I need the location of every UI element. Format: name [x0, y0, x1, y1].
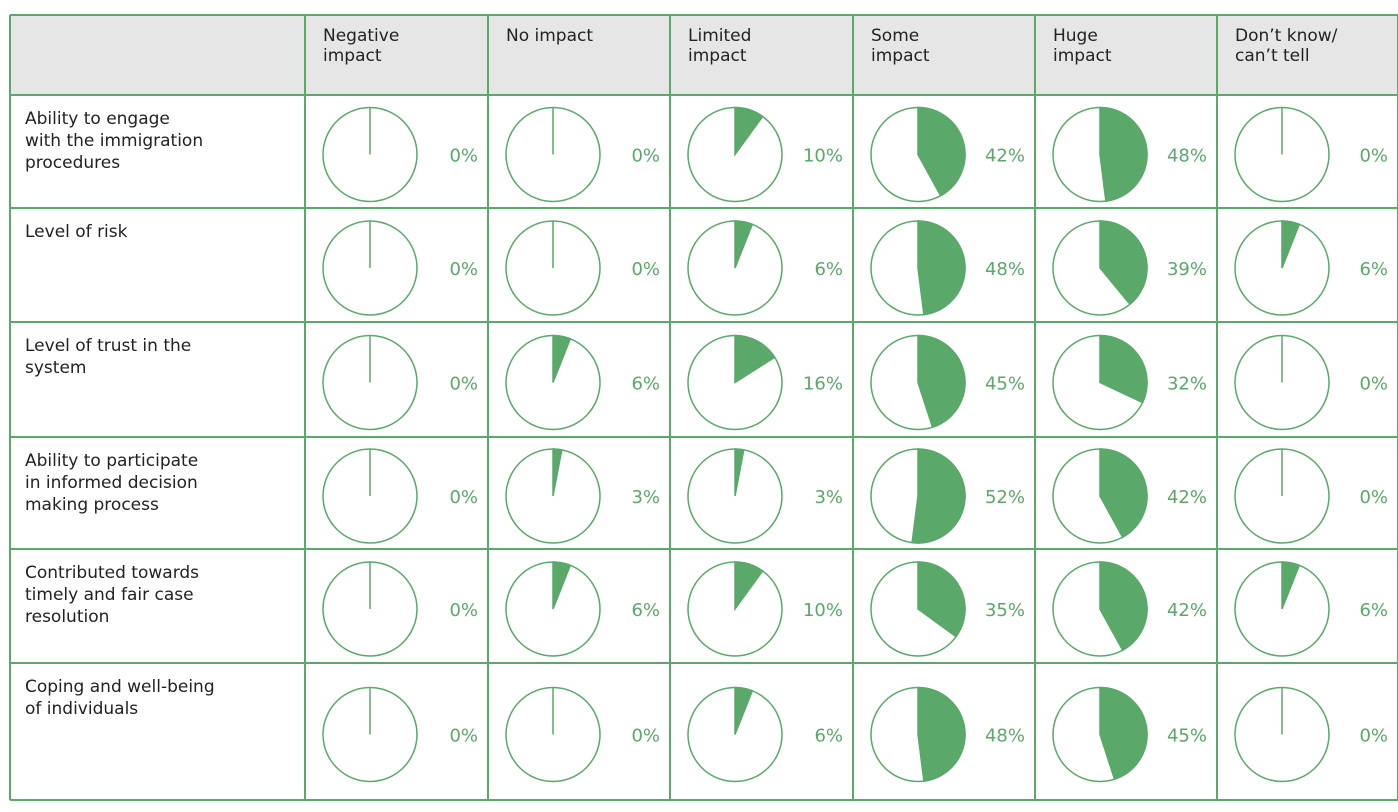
percent-label: 0% — [1359, 487, 1388, 508]
percent-label: 0% — [631, 726, 660, 747]
percent-label: 45% — [1167, 726, 1207, 747]
row-label: Ability to participate — [25, 451, 198, 471]
column-header: Huge — [1053, 26, 1098, 46]
percent-label: 39% — [1167, 259, 1207, 280]
percent-label: 0% — [449, 487, 478, 508]
pie-wedge — [734, 106, 764, 157]
percent-label: 42% — [985, 146, 1025, 167]
percent-label: 42% — [1167, 487, 1207, 508]
row-label: making process — [25, 495, 159, 515]
pie-wedge — [552, 334, 572, 383]
row-label: timely and fair case — [25, 585, 194, 605]
pie-wedge — [1281, 220, 1301, 269]
percent-label: 0% — [449, 374, 478, 395]
row-label: Level of trust in the — [25, 336, 191, 356]
pie-wedge — [734, 686, 754, 735]
percent-label: 0% — [631, 146, 660, 167]
pie-wedge — [734, 561, 764, 612]
pie-wedge — [1099, 561, 1148, 652]
percent-label: 6% — [814, 259, 843, 280]
percent-label: 6% — [631, 374, 660, 395]
column-header: impact — [323, 46, 382, 66]
column-header: Don’t know/ — [1235, 26, 1338, 46]
row-label: Contributed towards — [25, 563, 199, 583]
percent-label: 10% — [803, 600, 843, 621]
percent-label: 6% — [631, 600, 660, 621]
percent-label: 3% — [814, 487, 843, 508]
percent-label: 3% — [631, 487, 660, 508]
percent-label: 6% — [1359, 259, 1388, 280]
column-header: Some — [871, 26, 919, 46]
row-label: system — [25, 358, 86, 378]
pie-wedge — [917, 334, 966, 429]
percent-label: 0% — [449, 259, 478, 280]
pie-wedge — [552, 448, 563, 497]
percent-label: 10% — [803, 146, 843, 167]
percent-label: 0% — [1359, 374, 1388, 395]
row-label: of individuals — [25, 699, 138, 719]
percent-label: 0% — [1359, 146, 1388, 167]
row-label: Coping and well-being — [25, 677, 215, 697]
pie-wedge — [917, 220, 966, 316]
percent-label: 0% — [449, 600, 478, 621]
percent-label: 0% — [449, 726, 478, 747]
percent-label: 0% — [449, 146, 478, 167]
pie-wedge — [734, 220, 754, 269]
column-header: impact — [688, 46, 747, 66]
pie-wedge — [1099, 686, 1148, 781]
row-label: procedures — [25, 153, 120, 173]
column-header: No impact — [506, 26, 593, 46]
pie-wedge — [734, 334, 776, 384]
pie-wedge — [734, 448, 745, 497]
row-label: Level of risk — [25, 222, 128, 242]
header-background — [10, 15, 1398, 95]
column-header: can’t tell — [1235, 46, 1310, 66]
percent-label: 32% — [1167, 374, 1207, 395]
percent-label: 0% — [631, 259, 660, 280]
percent-label: 35% — [985, 600, 1025, 621]
percent-label: 48% — [1167, 146, 1207, 167]
pie-wedge — [1099, 220, 1148, 306]
pie-wedge — [917, 686, 966, 782]
row-label: Ability to engage — [25, 109, 170, 129]
pie-wedge — [917, 106, 966, 197]
percent-label: 16% — [803, 374, 843, 395]
row-label: in informed decision — [25, 473, 198, 493]
column-header: Negative — [323, 26, 399, 46]
row-label: with the immigration — [25, 131, 203, 151]
row-label: resolution — [25, 607, 109, 627]
percent-label: 52% — [985, 487, 1025, 508]
pie-wedge — [1099, 106, 1148, 202]
column-header: impact — [1053, 46, 1112, 66]
pie-wedge — [1281, 561, 1301, 610]
percent-label: 45% — [985, 374, 1025, 395]
column-header: impact — [871, 46, 930, 66]
percent-label: 48% — [985, 726, 1025, 747]
pie-wedge — [1099, 448, 1148, 539]
percent-label: 48% — [985, 259, 1025, 280]
pie-wedge — [911, 448, 966, 544]
column-header: Limited — [688, 26, 751, 46]
percent-label: 6% — [814, 726, 843, 747]
percent-label: 6% — [1359, 600, 1388, 621]
pie-wedge — [917, 561, 966, 638]
pie-wedge — [552, 561, 572, 610]
pie-wedge — [1099, 334, 1148, 404]
percent-label: 0% — [1359, 726, 1388, 747]
percent-label: 42% — [1167, 600, 1207, 621]
